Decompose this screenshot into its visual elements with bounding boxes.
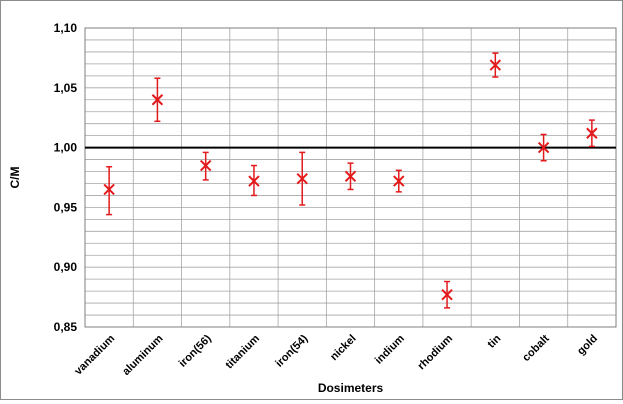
x-tick-label: vanadium bbox=[72, 332, 117, 377]
x-axis-ticks: vanadium aluminum iron(56) titanium iron(54)… bbox=[72, 332, 600, 377]
y-tick-label: 0,90 bbox=[54, 260, 78, 274]
x-tick-label: tin bbox=[485, 332, 503, 350]
y-axis-ticks: 0,85 0,90 0,95 1,00 1,05 1,10 bbox=[54, 21, 78, 334]
x-tick-label: iron(54) bbox=[273, 332, 310, 369]
data-point-marker bbox=[489, 59, 502, 71]
x-tick-label: nickel bbox=[328, 333, 359, 364]
data-point-marker bbox=[344, 170, 357, 183]
x-tick-label: aluminum bbox=[120, 332, 165, 377]
x-tick-label: titanium bbox=[223, 332, 262, 371]
plot-area bbox=[84, 27, 617, 328]
y-tick-label: 0,95 bbox=[54, 200, 78, 214]
data-point-marker bbox=[248, 175, 260, 187]
data-point-marker bbox=[199, 159, 212, 172]
data-marks bbox=[103, 52, 598, 309]
data-point-marker bbox=[151, 94, 164, 106]
data-point-marker bbox=[537, 141, 550, 154]
y-tick-label: 0,85 bbox=[54, 320, 78, 334]
x-tick-label: gold bbox=[575, 333, 600, 358]
data-point-marker bbox=[103, 183, 115, 196]
data-point-marker bbox=[296, 172, 308, 185]
x-tick-label: indium bbox=[373, 332, 407, 366]
data-point-marker bbox=[441, 289, 453, 301]
x-tick-label: cobalt bbox=[520, 332, 552, 364]
x-tick-label: iron(56) bbox=[177, 332, 214, 369]
y-axis-title: C/M bbox=[8, 167, 22, 189]
x-tick-label: rhodium bbox=[416, 332, 456, 372]
data-point-marker bbox=[393, 175, 405, 187]
data-point-marker bbox=[586, 127, 598, 139]
y-tick-label: 1,00 bbox=[54, 141, 78, 155]
y-tick-label: 1,10 bbox=[54, 21, 78, 35]
y-tick-label: 1,05 bbox=[54, 81, 78, 95]
x-axis-title: Dosimeters bbox=[318, 381, 384, 395]
